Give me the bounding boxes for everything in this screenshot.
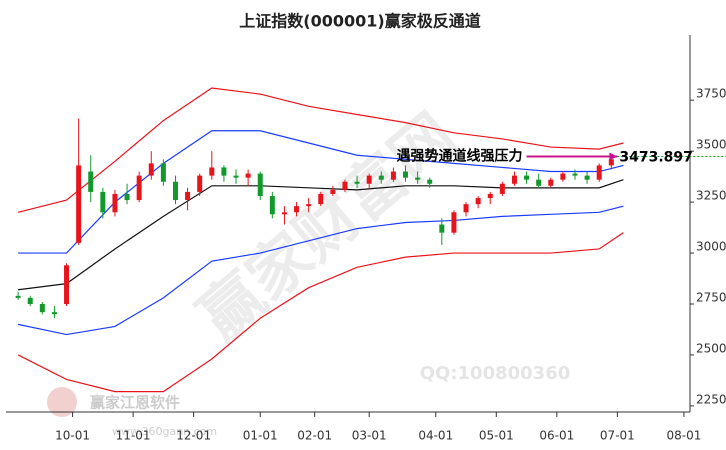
candle-body <box>354 181 360 184</box>
candle-body <box>366 175 372 184</box>
x-tick-label: 02-01 <box>297 429 332 443</box>
candle-body <box>294 206 300 213</box>
candle-body <box>27 297 33 304</box>
x-tick-label: 10-01 <box>55 429 90 443</box>
channel-line <box>17 232 624 393</box>
y-tick-label: 3000 <box>696 240 726 254</box>
annotation: 遇强势通道线强压力 <box>397 147 523 164</box>
candle-body <box>560 173 566 180</box>
candle-body <box>148 163 154 176</box>
candle-body <box>136 175 142 201</box>
candle-body <box>475 198 481 205</box>
candle-body <box>39 303 45 313</box>
candle-body <box>221 167 227 176</box>
watermark: 赢家江恩软件 <box>90 394 180 412</box>
x-tick-label: 03-01 <box>352 429 387 443</box>
x-tick-label: 04-01 <box>418 429 453 443</box>
candle-body <box>536 179 542 186</box>
candle-body <box>185 191 191 201</box>
candle-body <box>15 295 21 298</box>
candle-body <box>124 193 130 201</box>
y-tick-label: 2750 <box>696 290 726 304</box>
candle-body <box>245 173 251 178</box>
channel-line <box>18 130 624 254</box>
candle-body <box>64 265 70 304</box>
candle-body <box>427 179 433 184</box>
candle-body <box>415 177 421 180</box>
candle-body <box>390 171 396 180</box>
x-tick-label: 05-01 <box>479 429 514 443</box>
candle-body <box>487 193 493 199</box>
watermark: www.360gann.com <box>112 425 217 438</box>
candle-body <box>548 179 554 186</box>
candle-body <box>281 212 287 215</box>
candle-body <box>100 191 106 213</box>
x-tick-label: 06-01 <box>539 429 574 443</box>
arrow-head <box>609 152 618 161</box>
candle-body <box>572 173 578 176</box>
x-tick-label: 08-01 <box>667 429 702 443</box>
y-tick-label: 2500 <box>696 341 726 355</box>
candle-body <box>76 165 82 243</box>
candle-body <box>403 171 409 178</box>
chart-title: 上证指数(000001)赢家极反通道 <box>239 12 480 31</box>
candle-body <box>306 204 312 207</box>
candle-body <box>584 175 590 180</box>
candle-body <box>499 183 505 194</box>
y-tick-label: 3500 <box>696 138 726 152</box>
candle-body <box>596 165 602 180</box>
candle-body <box>463 204 469 213</box>
candle-body <box>608 159 614 166</box>
candle-body <box>88 171 94 192</box>
y-tick-label: 3250 <box>696 189 726 203</box>
y-tick-label: 2250 <box>696 392 726 406</box>
candle-body <box>269 195 275 215</box>
x-tick-label: 01-01 <box>243 429 278 443</box>
logo <box>47 387 77 417</box>
candle-body <box>318 193 324 205</box>
candle-body <box>378 175 384 180</box>
candle-body <box>209 167 215 176</box>
candle-body <box>112 193 118 213</box>
value-label: 3473.897 <box>619 149 693 165</box>
candle-body <box>233 175 239 178</box>
channel-line <box>17 205 624 336</box>
watermark: 赢家财富网 <box>185 99 469 354</box>
x-tick-label: 12-01 <box>176 429 211 443</box>
candle-body <box>172 181 178 201</box>
candle-body <box>439 224 445 233</box>
candle-body <box>160 163 166 182</box>
candle-body <box>51 312 57 315</box>
x-tick-label: 07-01 <box>600 429 635 443</box>
candle-body <box>197 175 203 192</box>
candle-body <box>511 175 517 184</box>
watermark: QQ:100800360 <box>420 363 571 384</box>
channel-line <box>17 87 624 213</box>
candle-body <box>451 212 457 233</box>
candle-body <box>330 189 336 194</box>
candle-body <box>524 175 530 180</box>
y-tick-label: 3750 <box>696 87 726 101</box>
candle-body <box>257 173 263 196</box>
candle-body <box>342 181 348 190</box>
x-tick-label: 11-01 <box>116 429 151 443</box>
